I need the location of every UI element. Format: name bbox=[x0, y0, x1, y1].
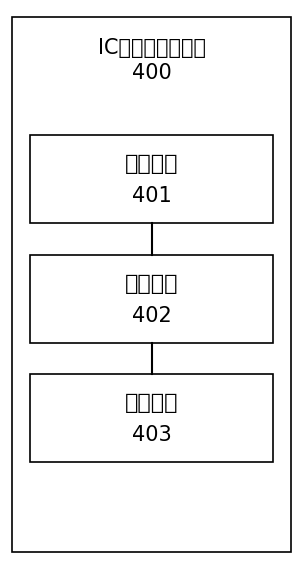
Bar bbox=[30, 255, 273, 343]
Text: 401: 401 bbox=[132, 186, 171, 207]
Bar bbox=[30, 374, 273, 462]
Text: 403: 403 bbox=[132, 425, 171, 446]
Text: 402: 402 bbox=[132, 306, 171, 326]
Bar bbox=[30, 135, 273, 223]
Text: 调节单元: 调节单元 bbox=[125, 393, 178, 414]
Text: 接收单元: 接收单元 bbox=[125, 154, 178, 175]
Text: 定位单元: 定位单元 bbox=[125, 274, 178, 294]
Text: 400: 400 bbox=[132, 63, 171, 83]
Text: IC芯片的校准装置: IC芯片的校准装置 bbox=[98, 38, 205, 59]
